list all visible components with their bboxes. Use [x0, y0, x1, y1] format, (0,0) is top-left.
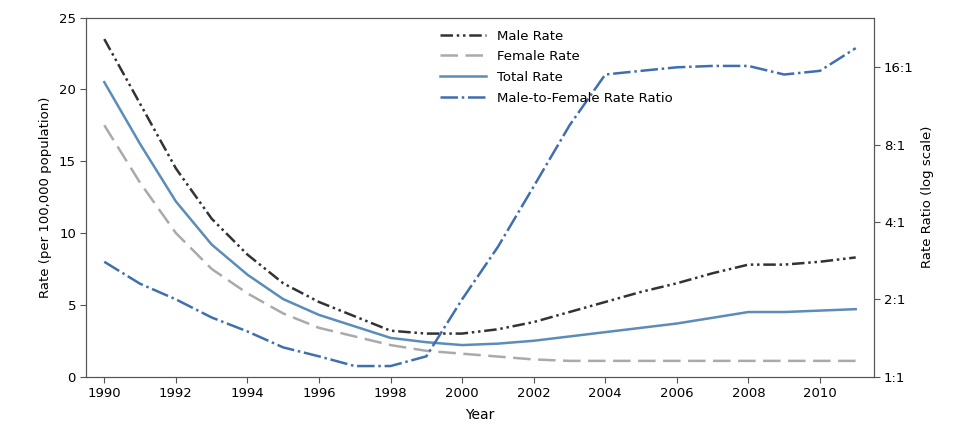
Male-to-Female Rate Ratio — [277, 345, 289, 350]
Line: Total Rate: Total Rate — [105, 82, 855, 345]
Male-to-Female Rate Ratio — [599, 72, 611, 77]
Male Rate — [134, 101, 146, 106]
Total Rate — [636, 325, 647, 330]
Total Rate — [277, 297, 289, 302]
Total Rate — [599, 329, 611, 335]
Total Rate — [420, 339, 432, 345]
Female Rate — [814, 358, 826, 364]
Male Rate — [385, 328, 396, 333]
Male Rate — [420, 331, 432, 336]
Male Rate — [349, 314, 361, 319]
Male-to-Female Rate Ratio — [385, 364, 396, 369]
Total Rate — [707, 315, 718, 321]
Line: Male-to-Female Rate Ratio: Male-to-Female Rate Ratio — [105, 48, 855, 366]
Total Rate — [205, 242, 217, 247]
Male-to-Female Rate Ratio — [814, 68, 826, 74]
Male-to-Female Rate Ratio — [743, 64, 755, 69]
Line: Female Rate: Female Rate — [105, 125, 855, 361]
Total Rate — [170, 199, 181, 204]
Total Rate — [313, 312, 324, 318]
Female Rate — [420, 348, 432, 353]
Female Rate — [385, 343, 396, 348]
Female Rate — [599, 358, 611, 364]
Total Rate — [456, 343, 468, 348]
Male-to-Female Rate Ratio — [420, 354, 432, 359]
Female Rate — [205, 266, 217, 272]
Male Rate — [671, 281, 683, 286]
Female Rate — [636, 358, 647, 364]
Total Rate — [528, 338, 540, 343]
Y-axis label: Rate (per 100,000 population): Rate (per 100,000 population) — [39, 96, 52, 298]
Male Rate — [170, 166, 181, 171]
Male-to-Female Rate Ratio — [707, 64, 718, 69]
Male-to-Female Rate Ratio — [850, 46, 861, 51]
Legend: Male Rate, Female Rate, Total Rate, Male-to-Female Rate Ratio: Male Rate, Female Rate, Total Rate, Male… — [435, 24, 678, 110]
Total Rate — [242, 272, 253, 277]
Total Rate — [349, 324, 361, 329]
Male-to-Female Rate Ratio — [349, 364, 361, 369]
Male Rate — [850, 255, 861, 260]
Male-to-Female Rate Ratio — [671, 65, 683, 70]
Female Rate — [313, 325, 324, 330]
Male Rate — [205, 216, 217, 221]
Male-to-Female Rate Ratio — [564, 123, 575, 128]
Female Rate — [564, 358, 575, 364]
Total Rate — [814, 308, 826, 313]
Female Rate — [779, 358, 790, 364]
Male Rate — [743, 262, 755, 267]
Male Rate — [814, 259, 826, 265]
Female Rate — [277, 311, 289, 316]
Male Rate — [313, 299, 324, 304]
Total Rate — [779, 309, 790, 314]
Female Rate — [170, 230, 181, 236]
Female Rate — [242, 291, 253, 296]
Female Rate — [743, 358, 755, 364]
Male Rate — [242, 252, 253, 257]
Female Rate — [850, 358, 861, 364]
Female Rate — [349, 334, 361, 339]
Total Rate — [671, 321, 683, 326]
Total Rate — [743, 309, 755, 314]
Total Rate — [564, 334, 575, 339]
Male-to-Female Rate Ratio — [636, 68, 647, 74]
Y-axis label: Rate Ratio (log scale): Rate Ratio (log scale) — [921, 126, 934, 268]
Male-to-Female Rate Ratio — [313, 354, 324, 359]
Male-to-Female Rate Ratio — [242, 329, 253, 334]
X-axis label: Year: Year — [466, 408, 494, 422]
Male-to-Female Rate Ratio — [456, 297, 468, 302]
Male Rate — [456, 331, 468, 336]
Total Rate — [492, 341, 504, 346]
Male-to-Female Rate Ratio — [134, 281, 146, 286]
Male Rate — [779, 262, 790, 267]
Female Rate — [492, 354, 504, 359]
Total Rate — [134, 141, 146, 147]
Male-to-Female Rate Ratio — [528, 184, 540, 189]
Male-to-Female Rate Ratio — [170, 297, 181, 302]
Female Rate — [528, 357, 540, 362]
Female Rate — [456, 351, 468, 357]
Male Rate — [564, 309, 575, 314]
Male Rate — [636, 289, 647, 294]
Male-to-Female Rate Ratio — [99, 259, 110, 265]
Female Rate — [99, 123, 110, 128]
Male Rate — [99, 36, 110, 42]
Total Rate — [99, 80, 110, 85]
Total Rate — [850, 307, 861, 312]
Female Rate — [671, 358, 683, 364]
Male-to-Female Rate Ratio — [492, 244, 504, 250]
Total Rate — [385, 335, 396, 340]
Line: Male Rate: Male Rate — [105, 39, 855, 334]
Female Rate — [707, 358, 718, 364]
Female Rate — [134, 180, 146, 185]
Male Rate — [528, 319, 540, 325]
Male Rate — [707, 271, 718, 276]
Male-to-Female Rate Ratio — [205, 315, 217, 320]
Male Rate — [599, 299, 611, 304]
Male-to-Female Rate Ratio — [779, 72, 790, 77]
Male Rate — [492, 327, 504, 332]
Male Rate — [277, 281, 289, 286]
